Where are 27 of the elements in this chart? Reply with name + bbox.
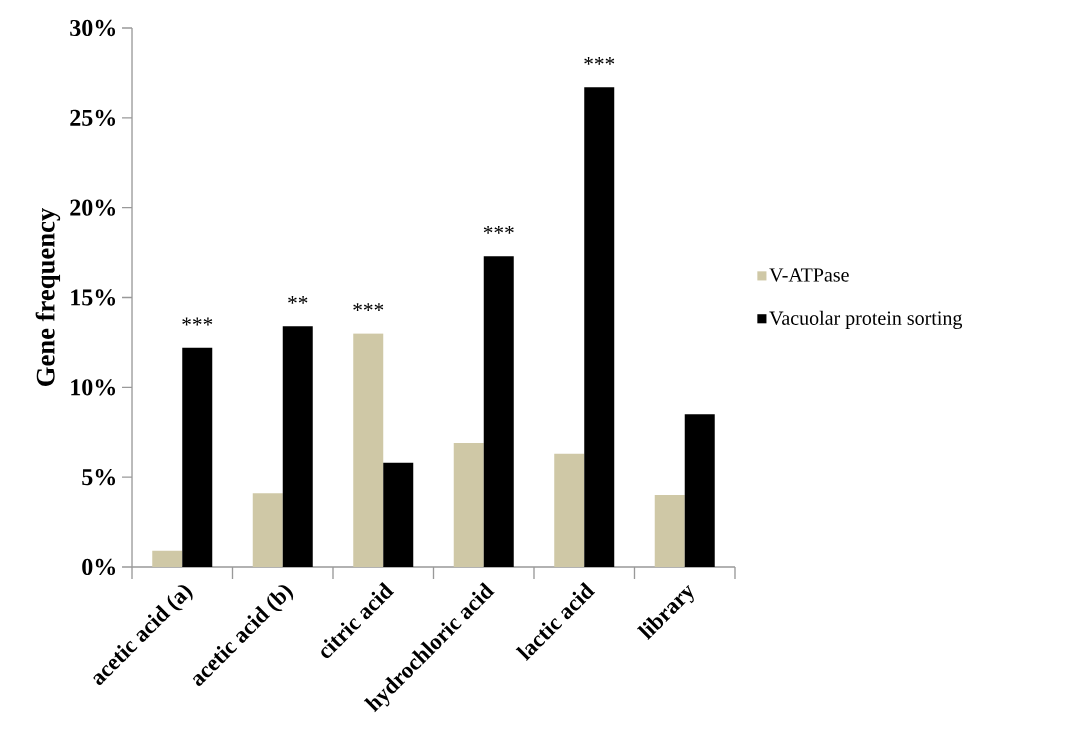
y-tick-label: 20% xyxy=(70,199,116,216)
bar xyxy=(554,453,585,567)
bar xyxy=(353,333,384,567)
annotation: *** xyxy=(584,57,615,65)
y-tick-label: 0% xyxy=(82,558,116,576)
y-tick-label: 15% xyxy=(71,289,116,306)
bar xyxy=(654,495,685,567)
bar xyxy=(182,347,213,567)
y-axis-title: Gene frequency xyxy=(35,208,61,386)
annotation: *** xyxy=(182,317,213,326)
bar xyxy=(383,462,414,567)
legend-label: V-ATPase xyxy=(769,268,849,282)
bar xyxy=(483,256,514,567)
bar xyxy=(282,326,313,567)
y-tick-label: 10% xyxy=(71,379,116,396)
y-tick-label: 25% xyxy=(70,109,116,126)
y-tick-label: 30% xyxy=(70,19,116,37)
bar xyxy=(684,414,715,567)
annotation: *** xyxy=(353,303,384,312)
bar xyxy=(584,87,615,567)
legend-label: Vacuolar protein sorting xyxy=(769,310,963,329)
bar xyxy=(252,493,283,567)
annotation: ** xyxy=(288,296,308,304)
annotation: *** xyxy=(483,225,514,234)
bar xyxy=(453,443,484,567)
y-tick-label: 5% xyxy=(82,469,116,486)
bar xyxy=(152,550,183,567)
